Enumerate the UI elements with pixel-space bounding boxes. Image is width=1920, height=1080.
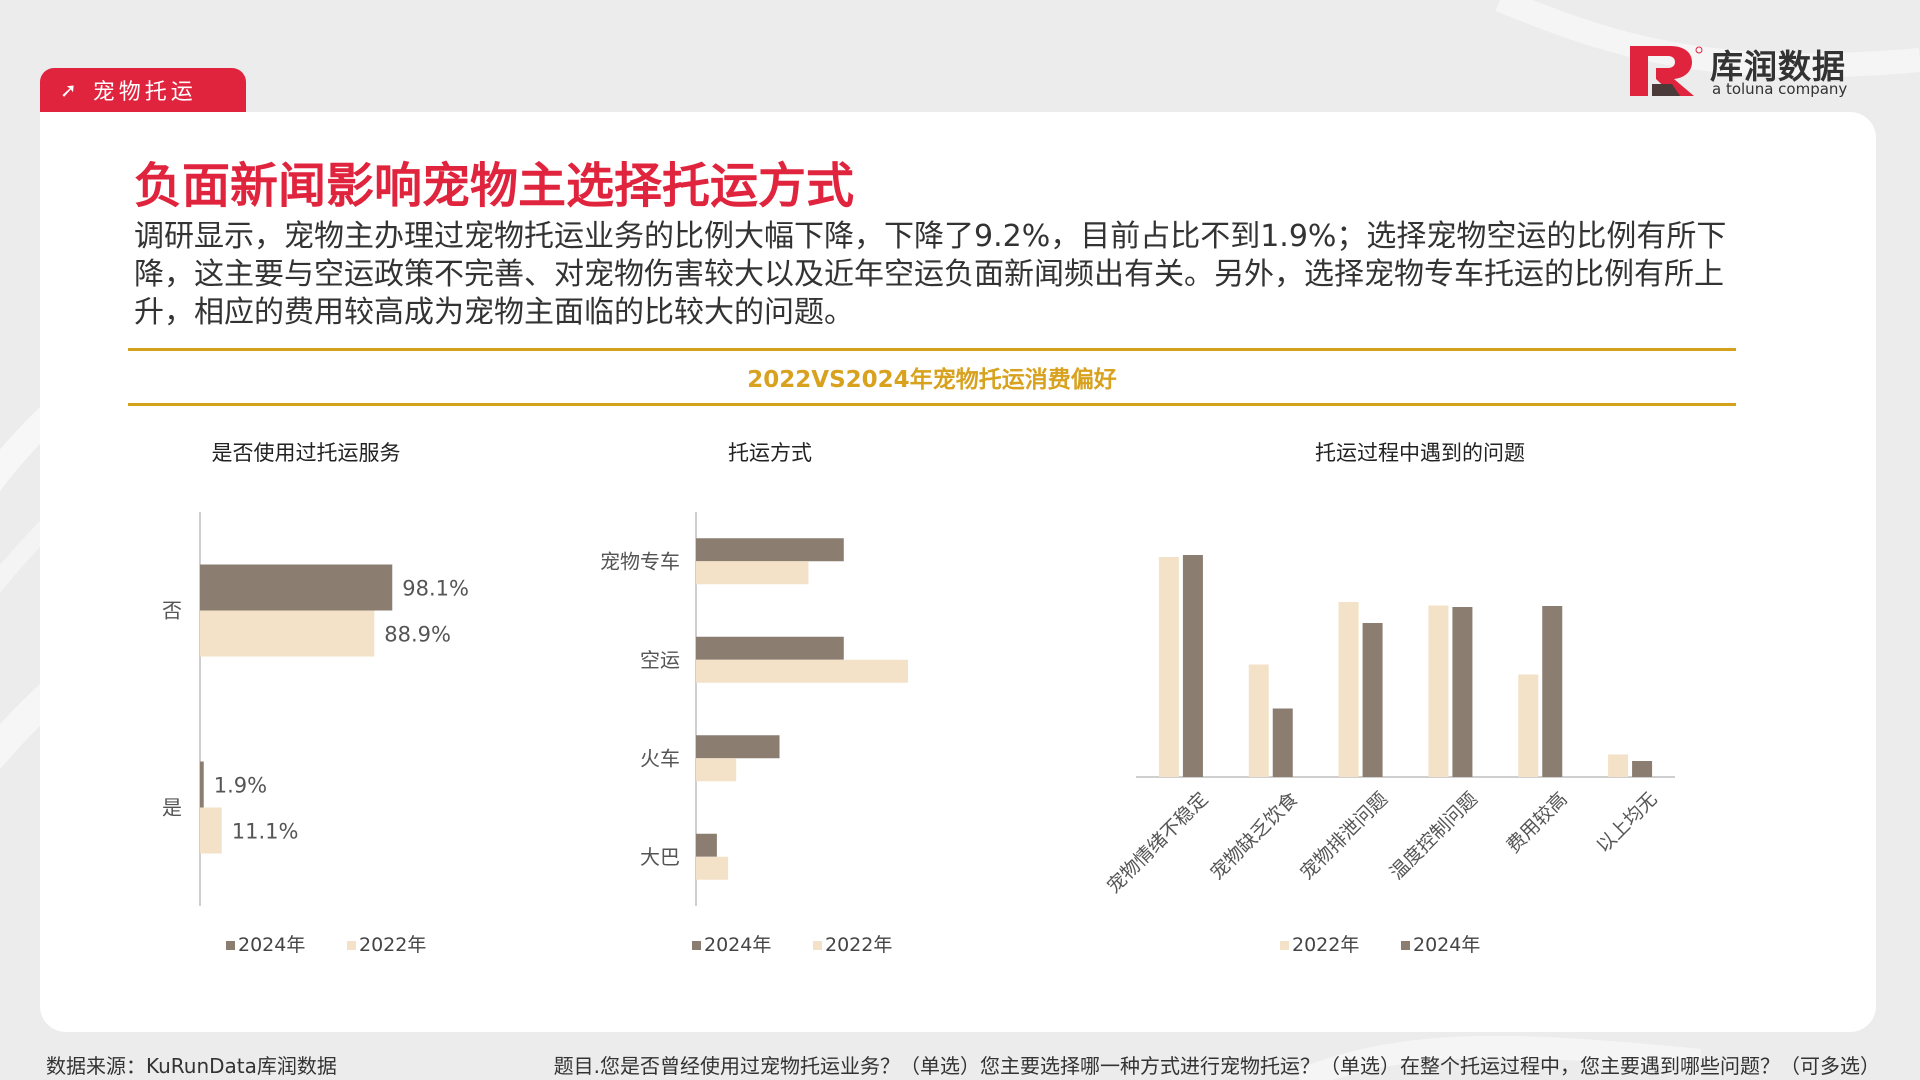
- page-title: 负面新闻影响宠物主选择托运方式: [134, 158, 855, 214]
- chart1-data-label-2024年-是: 1.9%: [214, 774, 267, 798]
- chart3-bar-2024年-以上均无: [1632, 761, 1653, 777]
- section-tab: ➚ 宠物托运: [40, 68, 246, 112]
- chart3-title: 托运过程中遇到的问题: [1315, 441, 1525, 465]
- chart2-legend-label-0: 2024年: [704, 934, 771, 956]
- chart3-legend-label-0: 2022年: [1292, 934, 1359, 956]
- chart2-legend-swatch-0: [692, 941, 701, 950]
- chart1-bar-2022年-是: [200, 807, 222, 854]
- chart-banner-title: 2022VS2024年宠物托运消费偏好: [747, 367, 1117, 393]
- page-description: 调研显示，宠物主办理过宠物托运业务的比例大幅下降，下降了9.2%，目前占比不到1…: [134, 219, 1727, 330]
- chart2-bar-2024年-宠物专车: [696, 538, 844, 562]
- chart1-bar-2024年-是: [200, 761, 204, 808]
- chart2-legend-label-1: 2022年: [825, 934, 892, 956]
- survey-question: 题目.您是否曾经使用过宠物托运业务？（单选）您主要选择哪一种方式进行宠物托运？（…: [553, 1054, 1880, 1078]
- chart1-category-label-1: 是: [162, 796, 182, 820]
- chart1-title: 是否使用过托运服务: [212, 441, 401, 465]
- chart3-category-label-3: 温度控制问题: [1386, 788, 1482, 884]
- chart2-category-label-2: 火车: [640, 746, 680, 770]
- chart3-category-label-5: 以上均无: [1592, 788, 1661, 857]
- chart3-category-label-4: 费用较高: [1502, 788, 1571, 857]
- chart1-data-label-2022年-是: 11.1%: [232, 820, 299, 844]
- chart3-bar-2024年-温度控制问题: [1452, 607, 1473, 777]
- chart1-category-label-0: 否: [162, 599, 182, 623]
- chart-banner: 2022VS2024年宠物托运消费偏好: [128, 348, 1736, 406]
- chart2-bar-2022年-火车: [696, 758, 737, 782]
- chart3-bar-2022年-费用较高: [1518, 674, 1539, 777]
- section-tab-label: 宠物托运: [92, 80, 197, 105]
- chart2-bar-2024年-空运: [696, 636, 844, 660]
- chart2-category-label-3: 大巴: [640, 845, 680, 869]
- chart2-bar-2022年-宠物专车: [696, 561, 809, 585]
- chart3-category-label-1: 宠物缺乏饮食: [1206, 788, 1302, 884]
- chart2-category-label-0: 宠物专车: [600, 549, 680, 573]
- chart2-legend-swatch-1: [813, 941, 822, 950]
- chart2-bar-2024年-大巴: [696, 833, 717, 857]
- chart3-bar-2022年-宠物缺乏饮食: [1248, 664, 1269, 777]
- brand-tagline: a toluna company: [1712, 80, 1848, 98]
- kurun-logo-icon: [1630, 46, 1703, 96]
- chart3-bar-2022年-宠物排泄问题: [1338, 602, 1359, 777]
- data-source: 数据来源：KuRunData库润数据: [46, 1054, 337, 1078]
- chart2-bar-2024年-火车: [696, 735, 780, 759]
- chart3-category-label-2: 宠物排泄问题: [1296, 788, 1392, 884]
- arrow-up-right-icon: ➚: [60, 78, 81, 102]
- chart3-legend-label-1: 2024年: [1413, 934, 1480, 956]
- chart3-category-label-0: 宠物情绪不稳定: [1103, 788, 1213, 898]
- chart2-bar-2022年-空运: [696, 659, 909, 683]
- chart3-legend-swatch-0: [1280, 941, 1289, 950]
- chart1-legend-swatch-0: [226, 941, 235, 950]
- chart1-data-label-2024年-否: 98.1%: [402, 577, 469, 601]
- chart3-bar-2022年-温度控制问题: [1428, 605, 1449, 777]
- chart2-title: 托运方式: [728, 441, 812, 465]
- chart1-legend-label-0: 2024年: [238, 934, 305, 956]
- chart1-bar-2022年-否: [200, 610, 375, 657]
- chart3-bar-2022年-以上均无: [1608, 754, 1629, 777]
- chart3-bar-2022年-宠物情绪不稳定: [1158, 557, 1179, 777]
- chart2-category-label-1: 空运: [640, 648, 680, 672]
- chart2-bar-2022年-大巴: [696, 856, 729, 880]
- chart3-bar-2024年-宠物缺乏饮食: [1272, 708, 1293, 777]
- chart1-legend-label-1: 2022年: [359, 934, 426, 956]
- chart1-legend-swatch-1: [347, 941, 356, 950]
- chart1-data-label-2022年-否: 88.9%: [384, 623, 451, 647]
- chart3-bar-2024年-费用较高: [1542, 606, 1563, 777]
- chart1-bar-2024年-否: [200, 564, 393, 611]
- brand-name: 库润数据: [1710, 47, 1846, 86]
- chart3-bar-2024年-宠物排泄问题: [1362, 623, 1383, 777]
- brand-logo: 库润数据 a toluna company: [1628, 40, 1848, 104]
- chart3-legend-swatch-1: [1401, 941, 1410, 950]
- chart3-bar-2024年-宠物情绪不稳定: [1182, 555, 1203, 777]
